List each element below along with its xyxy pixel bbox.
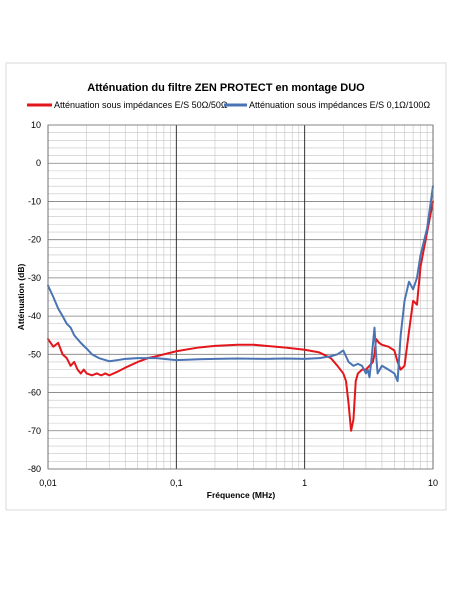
y-tick-label: -10 [28, 196, 41, 206]
chart-title: Atténuation du filtre ZEN PROTECT en mon… [87, 82, 365, 94]
series-line-red [47, 200, 434, 432]
x-tick-label: 0,01 [39, 478, 57, 488]
legend: Atténuation sous impédances E/S 50Ω/50Ω … [27, 100, 430, 110]
legend-label-red: Atténuation sous impédances E/S 50Ω/50Ω [54, 100, 228, 110]
x-tick-label: 1 [302, 478, 307, 488]
y-axis-title: Atténuation (dB) [16, 264, 26, 331]
y-tick-label: -50 [28, 349, 41, 359]
y-tick-label: -80 [28, 464, 41, 474]
plot-area-frame [47, 124, 434, 470]
legend-label-blue: Atténuation sous impédances E/S 0,1Ω/100… [249, 100, 430, 110]
chart-border [5, 62, 447, 511]
y-tick-label: -60 [28, 388, 41, 398]
series-line-blue [47, 185, 434, 383]
tick-labels: 10 0 -10 -20 -30 -40 -50 -60 -70 -80 0,01 0,1 1 10 [28, 120, 438, 488]
x-tick-label: 0,1 [170, 478, 183, 488]
y-tick-label: 0 [36, 158, 41, 168]
x-tick-label: 10 [428, 478, 438, 488]
x-axis-title: Fréquence (MHz) [207, 490, 276, 500]
y-tick-label: 10 [31, 120, 41, 130]
series-layer [47, 185, 434, 432]
y-tick-label: -30 [28, 273, 41, 283]
y-tick-label: -70 [28, 426, 41, 436]
grid [47, 124, 434, 470]
y-tick-label: -20 [28, 235, 41, 245]
y-tick-label: -40 [28, 311, 41, 321]
